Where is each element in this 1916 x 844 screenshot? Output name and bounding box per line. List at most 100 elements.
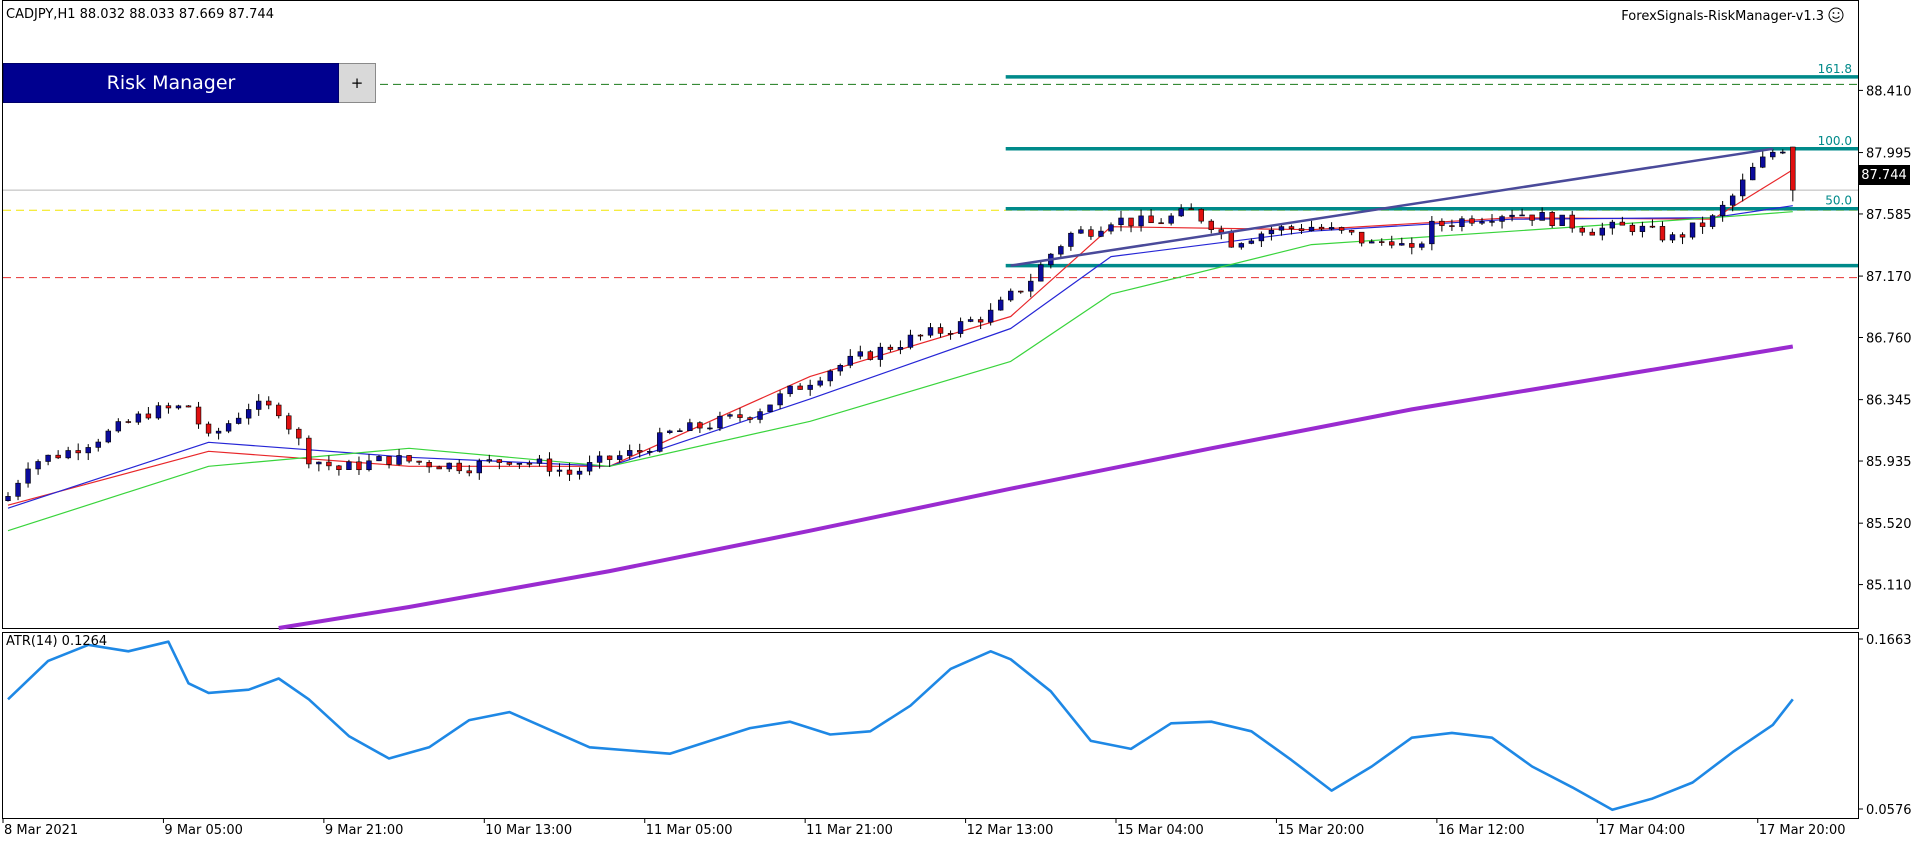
- candle-body: [1018, 290, 1024, 293]
- candle-body: [276, 404, 282, 417]
- candle-body: [1148, 215, 1154, 224]
- moving-average-line: [7, 205, 1793, 509]
- price-tick-label: 86.760: [1866, 331, 1912, 346]
- candle-body: [787, 385, 793, 395]
- candle-body: [817, 380, 823, 386]
- candle-body: [1589, 231, 1595, 236]
- candle-body: [887, 346, 894, 350]
- candle-body: [1519, 214, 1525, 217]
- price-tick-label: 87.170: [1866, 270, 1912, 285]
- time-tick-label: 8 Mar 2021: [4, 823, 78, 838]
- fib-level-label: 161.8: [1818, 62, 1852, 76]
- candle-body: [1770, 151, 1776, 158]
- price-tick-label: 87.995: [1866, 147, 1912, 162]
- smiley-icon[interactable]: [1828, 7, 1844, 23]
- candle-body: [1158, 222, 1164, 225]
- candle-body: [1198, 208, 1204, 222]
- candle-body: [847, 355, 853, 366]
- chart-header: CADJPY,H1 88.032 88.033 87.669 87.744 Fo…: [6, 7, 1844, 649]
- candle-body: [867, 351, 874, 360]
- candle-body: [767, 404, 773, 412]
- candle-body: [1539, 212, 1545, 221]
- candle-body: [907, 334, 914, 348]
- candle-body: [1569, 214, 1575, 229]
- candle-body: [1659, 226, 1666, 241]
- candle-body: [145, 413, 152, 419]
- candle-body: [546, 458, 553, 472]
- candle-body: [155, 405, 162, 419]
- candle-body: [346, 461, 352, 470]
- time-tick-label: 9 Mar 21:00: [325, 823, 404, 838]
- candle-body: [1739, 179, 1746, 197]
- price-tick-label: 85.935: [1866, 455, 1912, 470]
- atr-panel: 0.1663 0.0576: [7, 633, 1912, 818]
- candle-body: [486, 459, 493, 462]
- horizontal-levels: [3, 83, 1858, 279]
- candle-body: [737, 414, 743, 418]
- atr-line: [7, 640, 1794, 812]
- candle-body: [877, 346, 884, 360]
- candle-body: [476, 460, 482, 474]
- candle-body: [105, 430, 111, 443]
- candle-body: [1639, 225, 1646, 232]
- candle-body: [386, 456, 392, 465]
- candle-body: [917, 334, 924, 337]
- candle-body: [526, 462, 533, 465]
- candle-body: [747, 417, 753, 420]
- atr-tick-label: 0.0576: [1866, 803, 1912, 818]
- candle-body: [1168, 215, 1174, 224]
- candle-body: [235, 417, 242, 424]
- candle-body: [1188, 208, 1194, 210]
- atr-pane-border: [2, 632, 1859, 819]
- candle-body: [1248, 240, 1255, 244]
- candle-body: [1008, 290, 1014, 301]
- candle-body: [1790, 146, 1796, 191]
- moving-average-line: [7, 169, 1794, 506]
- candle-body: [1549, 212, 1555, 226]
- candle-body: [1629, 224, 1636, 232]
- candle-body: [1389, 241, 1395, 246]
- moving-averages: [7, 169, 1794, 630]
- candle-body: [1679, 234, 1686, 238]
- candle-body: [576, 470, 583, 475]
- candle-body: [556, 469, 563, 472]
- main-pane-border: [2, 0, 1859, 629]
- candle-body: [15, 482, 21, 497]
- candle-body: [606, 455, 613, 460]
- price-tick-label: 88.410: [1866, 84, 1912, 99]
- candle-body: [1479, 221, 1485, 224]
- candle-body: [997, 299, 1004, 311]
- current-price-tag: 87.744: [1858, 165, 1910, 185]
- price-tick-label: 85.110: [1866, 579, 1912, 594]
- candle-body: [596, 455, 603, 463]
- candle-body: [85, 447, 91, 454]
- candle-body: [1399, 243, 1405, 246]
- candle-body: [1298, 228, 1305, 232]
- risk-manager-button[interactable]: Risk Manager: [3, 63, 339, 103]
- candle-body: [927, 327, 934, 336]
- time-tick-label: 17 Mar 04:00: [1598, 823, 1685, 838]
- candle-body: [225, 423, 232, 432]
- candle-body: [416, 460, 422, 463]
- candle-body: [987, 309, 994, 323]
- candle-body: [937, 327, 944, 334]
- candle-body: [506, 462, 513, 465]
- candle-body: [75, 450, 81, 454]
- candle-body: [95, 441, 101, 448]
- time-tick-label: 10 Mar 13:00: [485, 823, 572, 838]
- candle-body: [215, 430, 222, 434]
- candle-body: [165, 405, 172, 409]
- candle-body: [616, 455, 623, 460]
- price-tick-label: 85.520: [1866, 517, 1912, 532]
- candle-body: [1619, 221, 1626, 226]
- price-tick-label: 87.585: [1866, 208, 1912, 223]
- candle-body: [1098, 230, 1104, 237]
- candle-body: [1278, 226, 1285, 231]
- candle-body: [366, 460, 372, 471]
- candle-body: [1459, 218, 1465, 227]
- risk-manager-expand-button[interactable]: +: [339, 63, 376, 103]
- time-tick-label: 15 Mar 20:00: [1277, 823, 1364, 838]
- candle-body: [1228, 231, 1235, 248]
- candle-body: [426, 462, 432, 468]
